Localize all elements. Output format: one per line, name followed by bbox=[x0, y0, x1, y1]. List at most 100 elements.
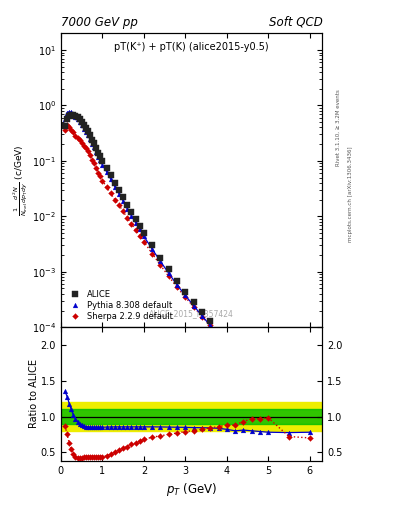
Pythia 8.308 default bbox=[73, 114, 78, 120]
ALICE bbox=[183, 288, 188, 294]
Text: ALICE_2015_I1357424: ALICE_2015_I1357424 bbox=[149, 309, 234, 318]
Pythia 8.308 default bbox=[150, 246, 154, 252]
Pythia 8.308 default bbox=[287, 400, 292, 406]
Sherpa 2.2.9 default bbox=[183, 294, 188, 300]
ALICE bbox=[125, 202, 130, 208]
ALICE bbox=[208, 318, 213, 324]
Sherpa 2.2.9 default bbox=[138, 232, 142, 239]
ALICE bbox=[216, 328, 221, 334]
Sherpa 2.2.9 default bbox=[100, 178, 105, 184]
ALICE bbox=[90, 137, 94, 143]
Sherpa 2.2.9 default bbox=[83, 145, 88, 152]
Pythia 8.308 default bbox=[96, 154, 101, 160]
ALICE bbox=[307, 409, 312, 415]
Sherpa 2.2.9 default bbox=[233, 349, 237, 355]
ALICE bbox=[129, 209, 134, 215]
Sherpa 2.2.9 default bbox=[108, 190, 113, 197]
Sherpa 2.2.9 default bbox=[150, 250, 154, 257]
Pythia 8.308 default bbox=[75, 116, 80, 122]
Sherpa 2.2.9 default bbox=[307, 417, 312, 423]
X-axis label: $p_{T}$ (GeV): $p_{T}$ (GeV) bbox=[166, 481, 217, 498]
Pythia 8.308 default bbox=[266, 384, 271, 390]
Pythia 8.308 default bbox=[65, 110, 70, 116]
Sherpa 2.2.9 default bbox=[92, 160, 96, 166]
Sherpa 2.2.9 default bbox=[96, 169, 101, 176]
Pythia 8.308 default bbox=[191, 303, 196, 309]
Pythia 8.308 default bbox=[241, 359, 246, 365]
ALICE bbox=[98, 154, 103, 160]
ALICE bbox=[67, 113, 72, 119]
Sherpa 2.2.9 default bbox=[117, 202, 121, 208]
Pythia 8.308 default bbox=[94, 149, 99, 155]
Sherpa 2.2.9 default bbox=[266, 378, 271, 385]
Sherpa 2.2.9 default bbox=[241, 356, 246, 362]
Pythia 8.308 default bbox=[224, 342, 229, 348]
Pythia 8.308 default bbox=[250, 368, 254, 374]
Pythia 8.308 default bbox=[233, 351, 237, 357]
ALICE bbox=[258, 370, 263, 376]
ALICE bbox=[108, 172, 113, 178]
ALICE bbox=[88, 132, 92, 138]
Y-axis label: $\frac{1}{N_{\rm inel}}\frac{d^2N}{dp_{\rm T}dy}$ (c/GeV): $\frac{1}{N_{\rm inel}}\frac{d^2N}{dp_{\… bbox=[12, 144, 31, 216]
Pythia 8.308 default bbox=[71, 111, 76, 117]
ALICE bbox=[71, 112, 76, 118]
Pythia 8.308 default bbox=[175, 282, 180, 288]
Sherpa 2.2.9 default bbox=[73, 133, 78, 139]
Pythia 8.308 default bbox=[121, 198, 125, 204]
Sherpa 2.2.9 default bbox=[208, 323, 213, 329]
ALICE bbox=[191, 298, 196, 305]
ALICE bbox=[266, 378, 271, 384]
ALICE bbox=[141, 229, 146, 236]
Pythia 8.308 default bbox=[112, 184, 117, 190]
Sherpa 2.2.9 default bbox=[94, 165, 99, 171]
Pythia 8.308 default bbox=[125, 206, 130, 212]
Pythia 8.308 default bbox=[69, 110, 73, 116]
ALICE bbox=[150, 242, 154, 248]
Sherpa 2.2.9 default bbox=[98, 173, 103, 179]
ALICE bbox=[138, 223, 142, 229]
ALICE bbox=[158, 254, 163, 261]
ALICE bbox=[233, 346, 237, 352]
Sherpa 2.2.9 default bbox=[65, 122, 70, 129]
Text: 7000 GeV pp: 7000 GeV pp bbox=[61, 16, 138, 29]
Sherpa 2.2.9 default bbox=[166, 273, 171, 280]
Pythia 8.308 default bbox=[100, 162, 105, 168]
Sherpa 2.2.9 default bbox=[129, 221, 134, 227]
Text: mcplots.cern.ch [arXiv:1306.3436]: mcplots.cern.ch [arXiv:1306.3436] bbox=[348, 147, 353, 242]
Sherpa 2.2.9 default bbox=[63, 126, 68, 133]
ALICE bbox=[73, 113, 78, 119]
ALICE bbox=[224, 337, 229, 343]
ALICE bbox=[81, 122, 86, 129]
ALICE bbox=[77, 116, 82, 122]
ALICE bbox=[250, 362, 254, 369]
Pythia 8.308 default bbox=[77, 119, 82, 125]
Sherpa 2.2.9 default bbox=[216, 331, 221, 337]
Sherpa 2.2.9 default bbox=[158, 262, 163, 268]
Sherpa 2.2.9 default bbox=[88, 152, 92, 158]
Sherpa 2.2.9 default bbox=[112, 197, 117, 203]
Sherpa 2.2.9 default bbox=[121, 208, 125, 215]
Text: Soft QCD: Soft QCD bbox=[268, 16, 322, 29]
Sherpa 2.2.9 default bbox=[75, 135, 80, 141]
Sherpa 2.2.9 default bbox=[224, 340, 229, 346]
Sherpa 2.2.9 default bbox=[81, 142, 86, 148]
Sherpa 2.2.9 default bbox=[77, 137, 82, 143]
ALICE bbox=[121, 194, 125, 200]
ALICE bbox=[175, 278, 180, 284]
Pythia 8.308 default bbox=[307, 415, 312, 421]
Pythia 8.308 default bbox=[104, 168, 109, 175]
Sherpa 2.2.9 default bbox=[86, 148, 90, 154]
Pythia 8.308 default bbox=[92, 144, 96, 150]
Sherpa 2.2.9 default bbox=[258, 371, 263, 377]
ALICE bbox=[75, 114, 80, 120]
ALICE bbox=[69, 112, 73, 118]
Pythia 8.308 default bbox=[86, 132, 90, 138]
ALICE bbox=[100, 158, 105, 164]
ALICE bbox=[166, 266, 171, 272]
Pythia 8.308 default bbox=[141, 233, 146, 240]
ALICE bbox=[94, 145, 99, 151]
Sherpa 2.2.9 default bbox=[67, 124, 72, 130]
Sherpa 2.2.9 default bbox=[200, 313, 204, 319]
Pythia 8.308 default bbox=[129, 212, 134, 219]
ALICE bbox=[92, 140, 96, 146]
